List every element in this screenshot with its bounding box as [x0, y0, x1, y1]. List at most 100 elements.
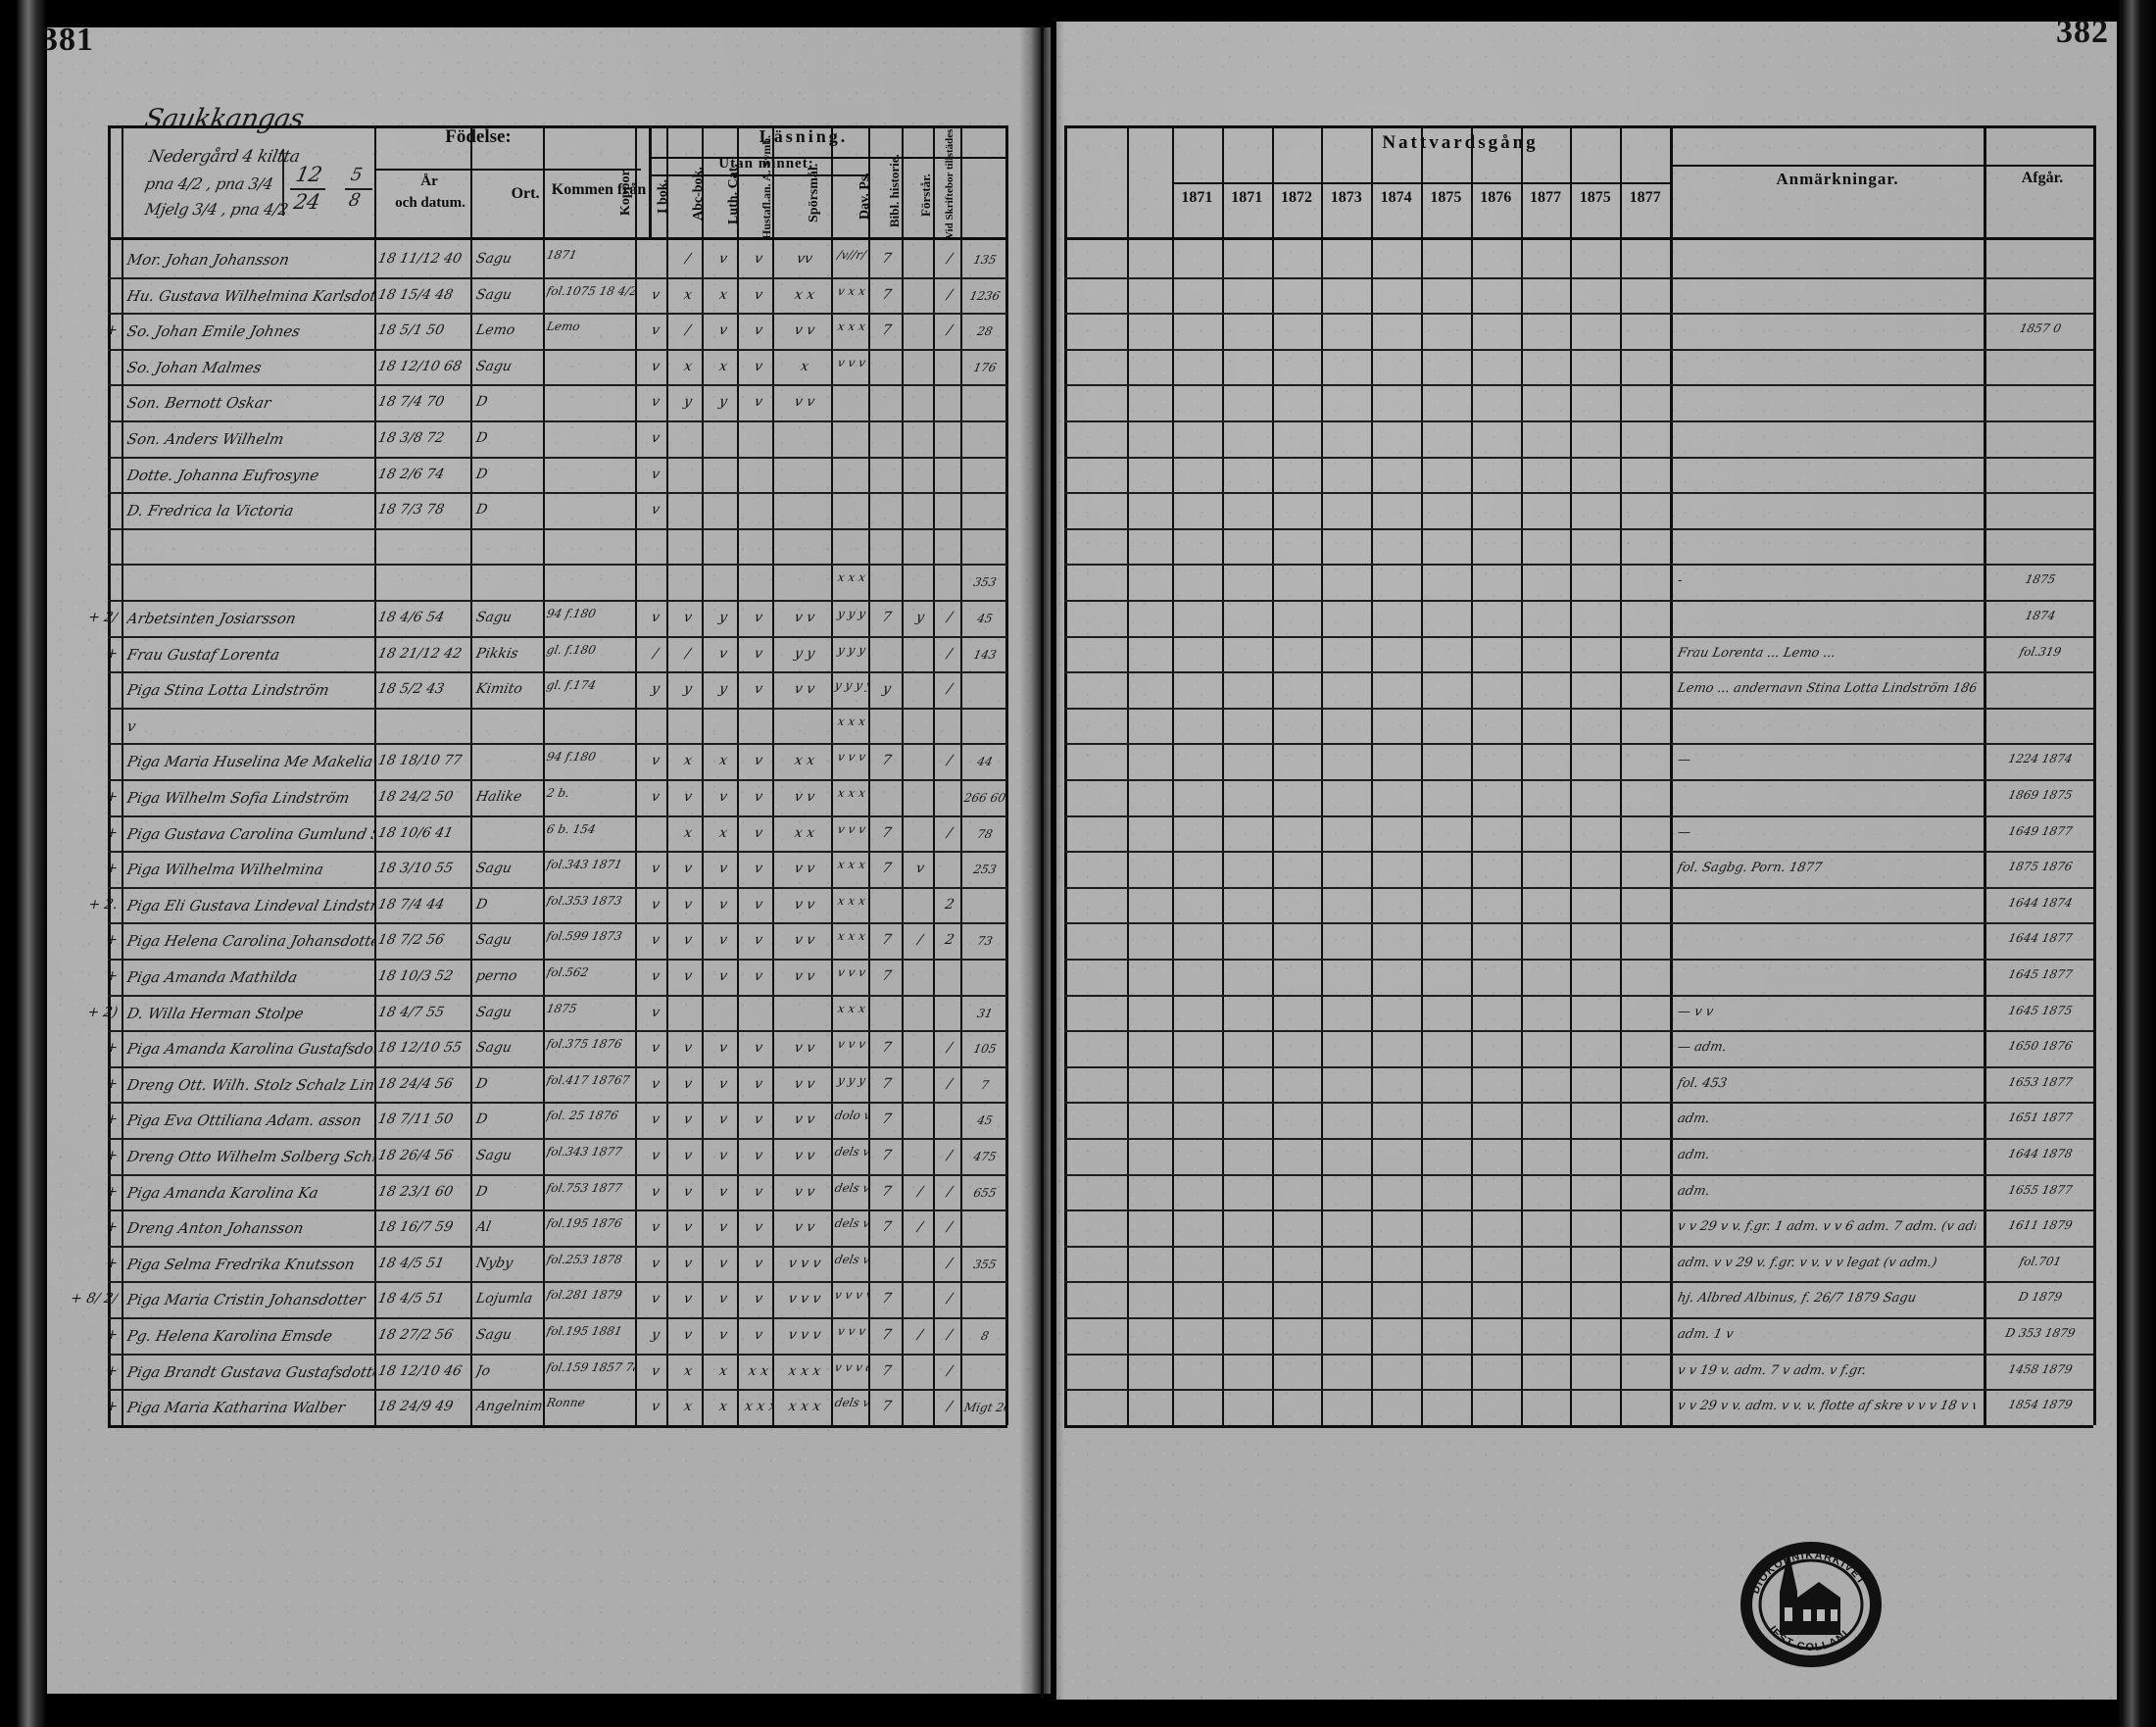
row-departure: 1649 1877 — [2007, 823, 2074, 838]
row-sporsmal: v v v — [836, 965, 867, 979]
grid-hline — [1064, 1173, 2093, 1176]
row-dav-ps: 7 — [880, 1183, 894, 1200]
grid-vline — [635, 125, 637, 1425]
row-abc-bok: x — [717, 1399, 729, 1415]
row-name: Mor. Johan Johansson — [125, 251, 291, 269]
row-sporsmal: dels v v — [833, 1396, 870, 1410]
row-birth-year: 18 3/10 55 — [376, 861, 455, 877]
row-name: Piga Maria Katharina Walber — [125, 1399, 347, 1417]
row-luth-cat: v — [753, 1075, 764, 1092]
row-bibl-historie: / — [915, 1183, 925, 1200]
row-i-bok: v — [682, 1291, 694, 1308]
row-luth-cat: v — [753, 1219, 764, 1236]
row-abc-bok: v — [717, 1291, 729, 1308]
row-vid-skriftebord: 1236 — [968, 288, 1002, 303]
row-i-bok: x — [682, 1399, 694, 1415]
row-birth-year: 18 7/4 44 — [376, 896, 446, 913]
grid-hline — [1064, 125, 2093, 128]
row-forstar: / — [945, 322, 955, 339]
header-reading-group: Läsning. — [759, 126, 849, 146]
grid-hline — [108, 237, 1007, 240]
grid-hline — [108, 779, 1007, 781]
row-marker: + — [104, 645, 120, 662]
grid-hline — [108, 456, 1007, 459]
row-birth-place: Angelnim — [474, 1399, 543, 1415]
row-came-from: fol.562 — [545, 965, 590, 979]
row-birth-year: 18 11/12 40 — [376, 251, 464, 267]
row-birth-year: 18 23/1 60 — [376, 1183, 455, 1200]
grid-hline — [374, 169, 641, 171]
row-abc-bok: y — [717, 681, 729, 698]
row-smallpox: v — [650, 394, 662, 411]
grid-hline — [1064, 743, 2093, 746]
row-i-bok: v — [682, 1327, 694, 1343]
row-dav-ps: 7 — [880, 251, 894, 267]
row-vid-skriftebord: 655 — [972, 1185, 998, 1200]
row-i-bok: v — [682, 789, 694, 805]
book-gutter — [1041, 25, 1044, 1698]
row-came-from: fol.1075 18 4/2 65 — [545, 283, 637, 298]
row-hustafl: v v — [793, 1040, 816, 1057]
row-i-bok: / — [683, 322, 693, 339]
grid-vline — [543, 125, 545, 1425]
row-birth-year: 18 4/6 54 — [376, 610, 446, 625]
grid-hline — [1172, 182, 1670, 184]
row-departure: 1224 1874 — [2007, 752, 2074, 766]
row-luth-cat: v — [753, 681, 764, 698]
row-i-bok: x — [682, 1362, 694, 1379]
row-notes: v v 29 v v. f.gr. 1 adm. v v 6 adm. 7 ad… — [1676, 1219, 1978, 1235]
grid-hline — [108, 743, 1007, 746]
row-marker: + — [104, 824, 120, 841]
row-notes: — adm. — [1676, 1040, 1729, 1056]
row-forstar: / — [945, 1399, 955, 1415]
row-sporsmal: v v v v — [833, 1288, 870, 1303]
row-name: Piga Amanda Karolina Gustafsdotter — [125, 1040, 376, 1059]
row-vid-skriftebord: 475 — [972, 1150, 998, 1163]
row-hustafl: x x — [793, 286, 816, 303]
grid-hline — [1064, 1281, 2093, 1284]
grid-vline — [1172, 125, 1174, 1425]
row-vid-skriftebord: 266 603 — [962, 791, 1007, 805]
row-birth-year: 18 18/10 77 — [376, 753, 464, 769]
row-name: Dreng Anton Johansson — [125, 1219, 306, 1238]
row-sporsmal: y y y y — [833, 678, 870, 693]
communion-year-header-2: 1872 — [1280, 189, 1312, 206]
row-forstar: / — [945, 681, 955, 698]
row-name: Piga Maria Cristin Johansdotter — [125, 1291, 368, 1309]
row-abc-bok: y — [717, 394, 729, 411]
row-luth-cat: v — [753, 1255, 764, 1271]
row-hustafl: v v — [793, 861, 816, 877]
row-birth-year: 18 12/10 55 — [376, 1040, 464, 1057]
row-departure: 1854 1879 — [2007, 1398, 2074, 1412]
row-vid-skriftebord: 143 — [972, 647, 998, 662]
grid-hline — [1064, 600, 2093, 602]
grid-hline — [1064, 492, 2093, 495]
row-departure: 1655 1877 — [2007, 1182, 2074, 1197]
row-notes: hj. Albred Albinus, f. 26/7 1879 Sagu — [1676, 1291, 1918, 1307]
grid-hline — [1064, 1065, 2093, 1068]
row-forstar: / — [945, 286, 955, 303]
row-forstar: / — [945, 1075, 955, 1092]
row-vid-skriftebord: 105 — [972, 1042, 998, 1057]
grid-hline — [108, 886, 1007, 889]
row-smallpox: v — [650, 502, 662, 518]
communion-year-header-8: 1875 — [1579, 189, 1611, 206]
row-i-bok: v — [682, 896, 694, 913]
row-name: Dotte. Johanna Eufrosyne — [125, 466, 321, 484]
id-block-line3: Mjelg 3/4 , pna 4/2 — [143, 200, 290, 219]
grid-hline — [108, 1353, 1007, 1356]
grid-hline — [1064, 1209, 2093, 1212]
row-abc-bok: v — [717, 1219, 729, 1236]
header-vid-skriftebord: Vid Skriftebor tillstädes — [944, 128, 956, 239]
communion-year-header-1: 1871 — [1231, 189, 1263, 206]
row-bibl-historie: / — [915, 932, 925, 949]
row-abc-bok: v — [717, 1148, 729, 1163]
row-dav-ps: 7 — [880, 286, 894, 303]
row-birth-place: Pikkis — [474, 645, 520, 662]
grid-hline — [1064, 779, 2093, 781]
grid-hline — [649, 174, 868, 176]
row-departure: 1645 1877 — [2007, 967, 2074, 981]
row-luth-cat: v — [753, 753, 764, 769]
row-luth-cat: v — [753, 610, 764, 625]
grid-vline — [737, 125, 739, 1425]
